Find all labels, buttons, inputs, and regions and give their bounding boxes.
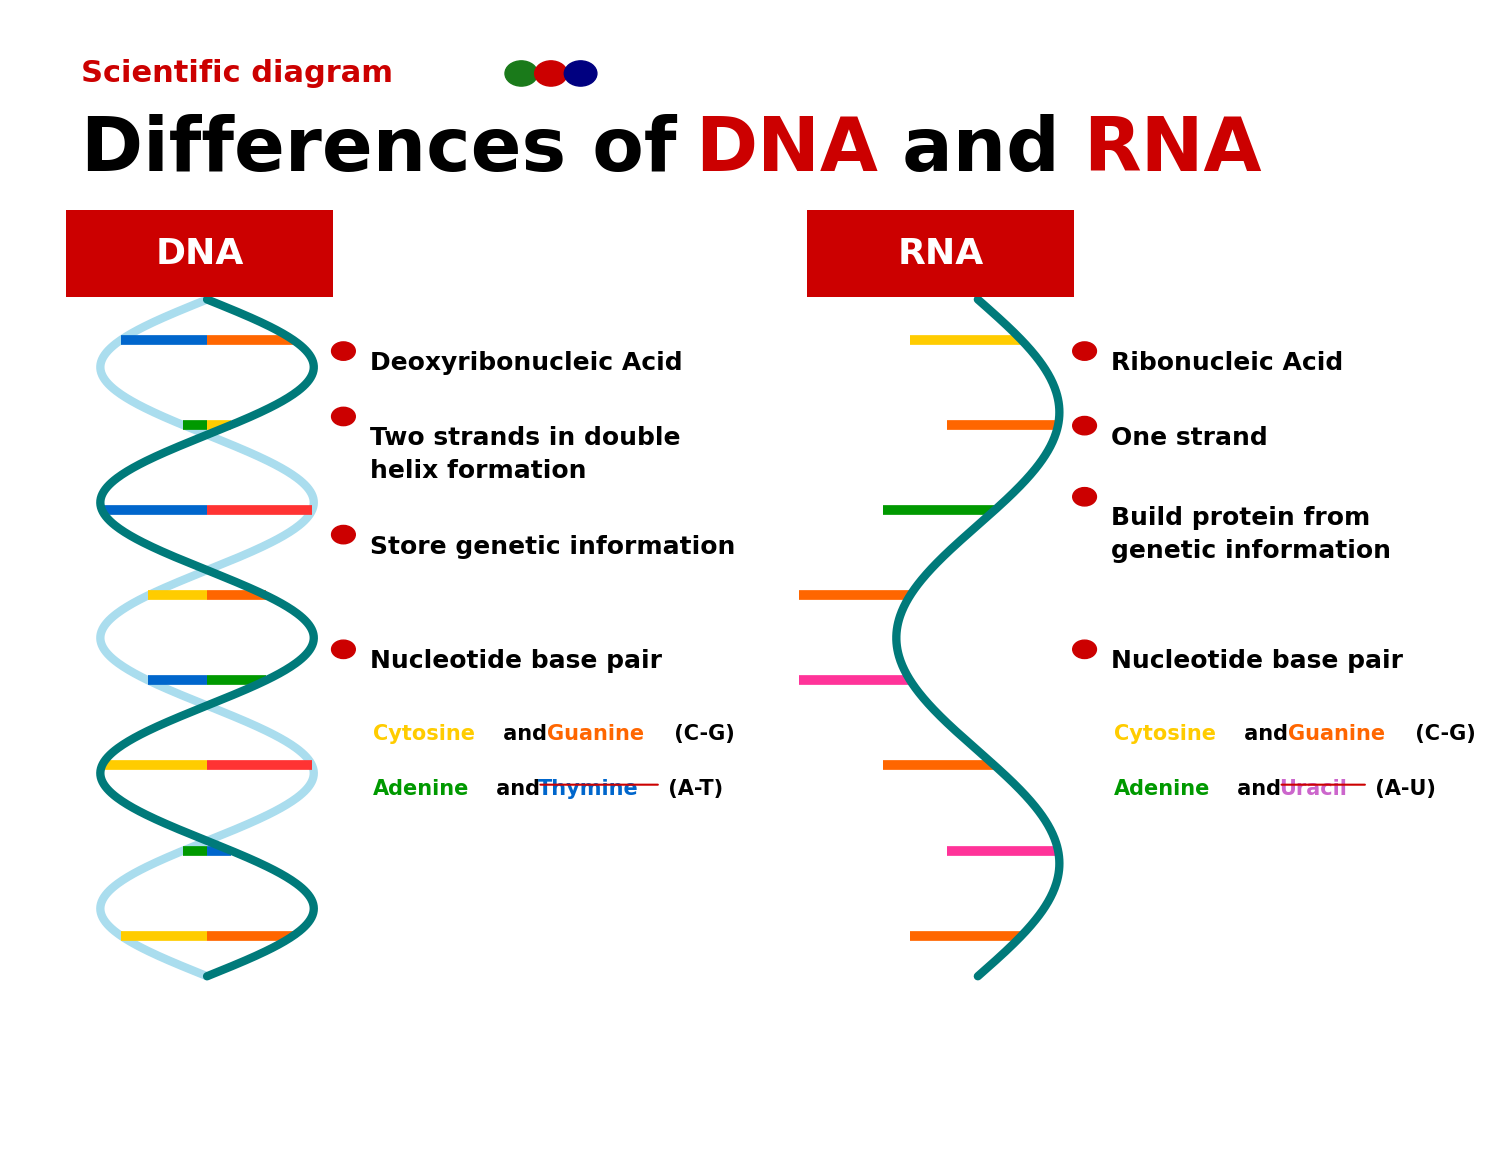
Circle shape bbox=[534, 60, 567, 86]
Text: Deoxyribonucleic Acid: Deoxyribonucleic Acid bbox=[370, 351, 682, 375]
FancyBboxPatch shape bbox=[807, 210, 1074, 297]
Text: Adenine: Adenine bbox=[374, 779, 470, 799]
Text: Two strands in double
helix formation: Two strands in double helix formation bbox=[370, 426, 681, 483]
Text: Differences of: Differences of bbox=[81, 114, 702, 187]
Text: Nucleotide base pair: Nucleotide base pair bbox=[1112, 649, 1404, 673]
Circle shape bbox=[332, 640, 356, 658]
Circle shape bbox=[332, 408, 356, 426]
Circle shape bbox=[1072, 640, 1096, 658]
Text: and: and bbox=[876, 114, 1086, 187]
Circle shape bbox=[332, 341, 356, 360]
Circle shape bbox=[506, 60, 537, 86]
Text: Store genetic information: Store genetic information bbox=[370, 534, 735, 558]
Text: DNA: DNA bbox=[156, 237, 244, 271]
Circle shape bbox=[332, 526, 356, 543]
Text: and: and bbox=[1230, 779, 1288, 799]
Text: Guanine: Guanine bbox=[1287, 724, 1384, 744]
Text: One strand: One strand bbox=[1112, 426, 1268, 449]
Text: Cytosine: Cytosine bbox=[374, 724, 476, 744]
Text: Nucleotide base pair: Nucleotide base pair bbox=[370, 649, 662, 673]
FancyBboxPatch shape bbox=[66, 210, 333, 297]
Text: (A-T): (A-T) bbox=[660, 779, 723, 799]
Text: (C-G): (C-G) bbox=[1407, 724, 1476, 744]
Text: Uracil: Uracil bbox=[1280, 779, 1347, 799]
Text: Adenine: Adenine bbox=[1114, 779, 1210, 799]
Text: RNA: RNA bbox=[897, 237, 984, 271]
Circle shape bbox=[1072, 488, 1096, 506]
Text: Thymine: Thymine bbox=[537, 779, 639, 799]
Text: and: and bbox=[496, 724, 555, 744]
Text: RNA: RNA bbox=[1083, 114, 1262, 187]
Text: and: and bbox=[1238, 724, 1296, 744]
Text: Scientific diagram: Scientific diagram bbox=[81, 59, 393, 88]
Text: Ribonucleic Acid: Ribonucleic Acid bbox=[1112, 351, 1344, 375]
Text: (A-U): (A-U) bbox=[1368, 779, 1436, 799]
Circle shape bbox=[1072, 417, 1096, 435]
Text: and: and bbox=[489, 779, 548, 799]
Text: DNA: DNA bbox=[696, 114, 877, 187]
Text: (C-G): (C-G) bbox=[666, 724, 735, 744]
Text: Build protein from
genetic information: Build protein from genetic information bbox=[1112, 506, 1392, 563]
Text: Guanine: Guanine bbox=[546, 724, 644, 744]
Circle shape bbox=[564, 60, 597, 86]
Text: Cytosine: Cytosine bbox=[1114, 724, 1216, 744]
Circle shape bbox=[1072, 341, 1096, 360]
